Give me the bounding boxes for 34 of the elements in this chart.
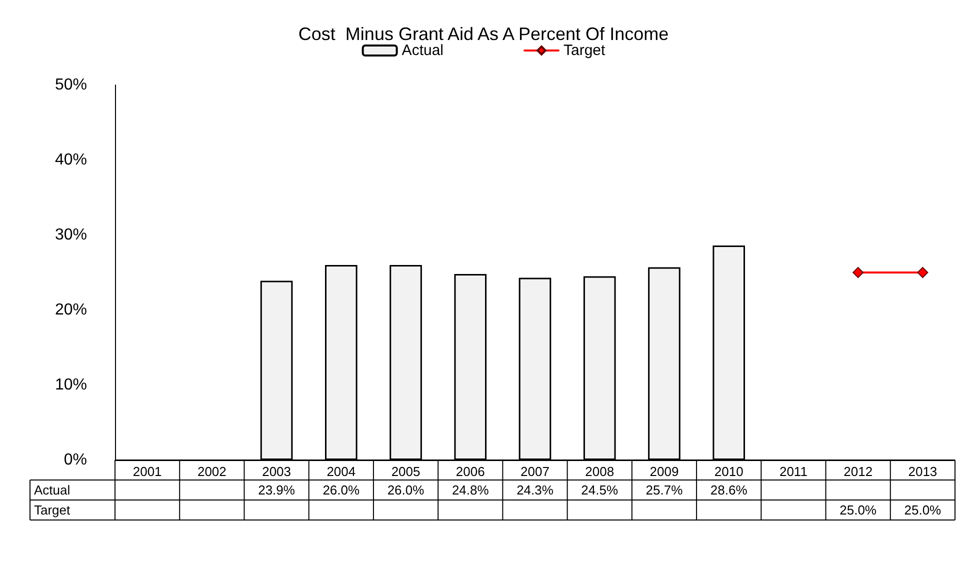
data-label: 25.0% <box>904 502 942 518</box>
x-tick-label: 2008 <box>585 464 614 479</box>
text: Target <box>34 502 70 518</box>
x-tick-label: 2005 <box>391 464 420 479</box>
x-tick-label: 2003 <box>262 464 291 479</box>
x-tick-label: 2006 <box>456 464 485 479</box>
x-tick-label: 2009 <box>650 464 679 479</box>
data-label: 25.7% <box>646 482 684 498</box>
x-tick-label: 2007 <box>520 464 550 479</box>
chart-title: Cost Minus Grant Aid As A Percent Of Income <box>298 24 669 44</box>
data-label: 28.6% <box>710 482 748 498</box>
legend-label: Actual <box>402 42 444 59</box>
x-tick-label: 2004 <box>326 464 356 479</box>
y-tick-label: 0% <box>64 452 87 468</box>
x-tick-label: 2012 <box>844 464 873 479</box>
data-label: 23.9% <box>258 482 296 498</box>
y-tick-label: 40% <box>54 152 87 168</box>
x-tick-label: 2001 <box>132 464 162 479</box>
data-label: 24.8% <box>452 482 490 498</box>
y-tick-label: 30% <box>54 226 87 244</box>
y-tick-label: 20% <box>54 302 87 318</box>
data-label: 24.3% <box>516 482 554 498</box>
data-label: 26.0% <box>322 482 360 498</box>
x-tick-label: 2002 <box>197 464 226 479</box>
x-tick-label: 2013 <box>908 464 938 479</box>
data-label: 24.5% <box>581 482 618 498</box>
legend-label: Target <box>564 42 606 59</box>
y-tick-label: 10% <box>54 376 87 394</box>
text: Actual <box>34 482 70 498</box>
data-label: 25.0% <box>840 502 877 518</box>
x-tick-label: 2010 <box>714 464 744 479</box>
y-tick-label: 50% <box>54 76 87 94</box>
x-tick-label: 2011 <box>779 464 808 479</box>
data-label: 26.0% <box>387 482 425 498</box>
